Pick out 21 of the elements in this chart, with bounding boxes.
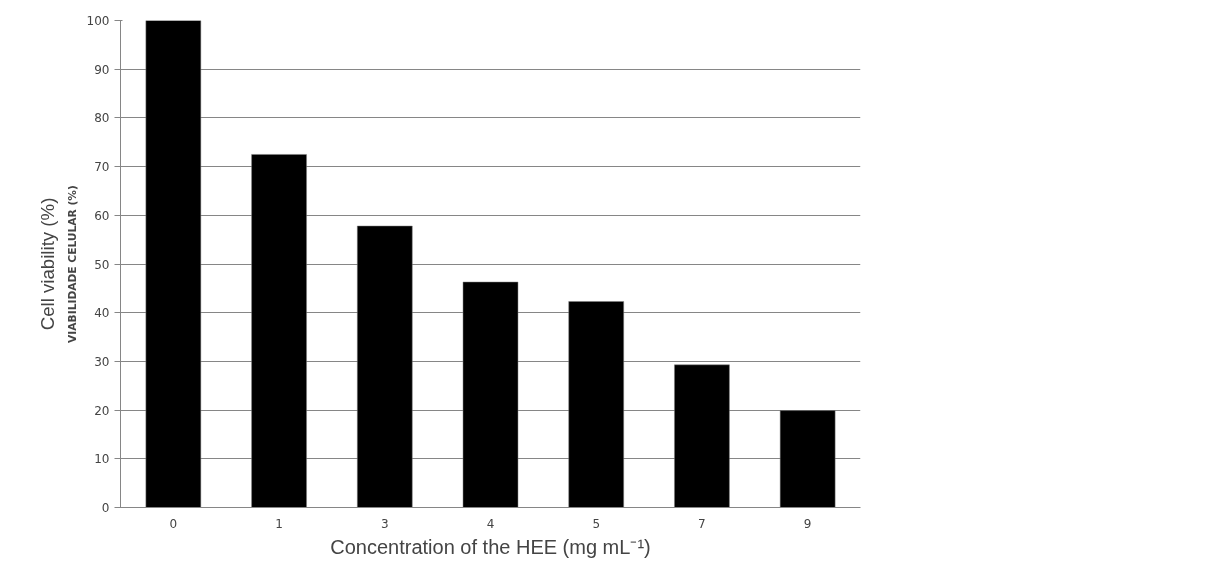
y-axis-title: VIABILIDADE CELULAR (%) bbox=[65, 185, 79, 343]
y-tick-label: 90 bbox=[94, 62, 110, 77]
x-tick-label: 1 bbox=[275, 516, 283, 531]
x-tick-label: 9 bbox=[803, 516, 812, 531]
text: Cell viability (%) bbox=[36, 197, 58, 331]
y-tick-label: 30 bbox=[94, 354, 110, 369]
x-tick-label: 4 bbox=[486, 516, 495, 531]
y-tick-label: 60 bbox=[94, 208, 110, 223]
x-tick-label: 7 bbox=[698, 516, 706, 531]
y-tick-label: 50 bbox=[94, 257, 110, 272]
x-tick-label: 3 bbox=[380, 516, 389, 531]
y-tick-label: 80 bbox=[94, 111, 110, 126]
y-tick-label: 40 bbox=[94, 306, 110, 321]
y-tick-label: 0 bbox=[101, 501, 110, 515]
y-tick-label: 70 bbox=[94, 160, 110, 175]
x-tick-label: 5 bbox=[592, 516, 601, 531]
y-tick-label: 20 bbox=[94, 403, 110, 418]
y-tick-label: 10 bbox=[94, 452, 110, 467]
x-tick-label: 0 bbox=[169, 516, 178, 531]
y-tick-label: 100 bbox=[86, 14, 110, 28]
x-axis-title: Concentration of the HEE (mg mL⁻¹) bbox=[330, 535, 651, 558]
